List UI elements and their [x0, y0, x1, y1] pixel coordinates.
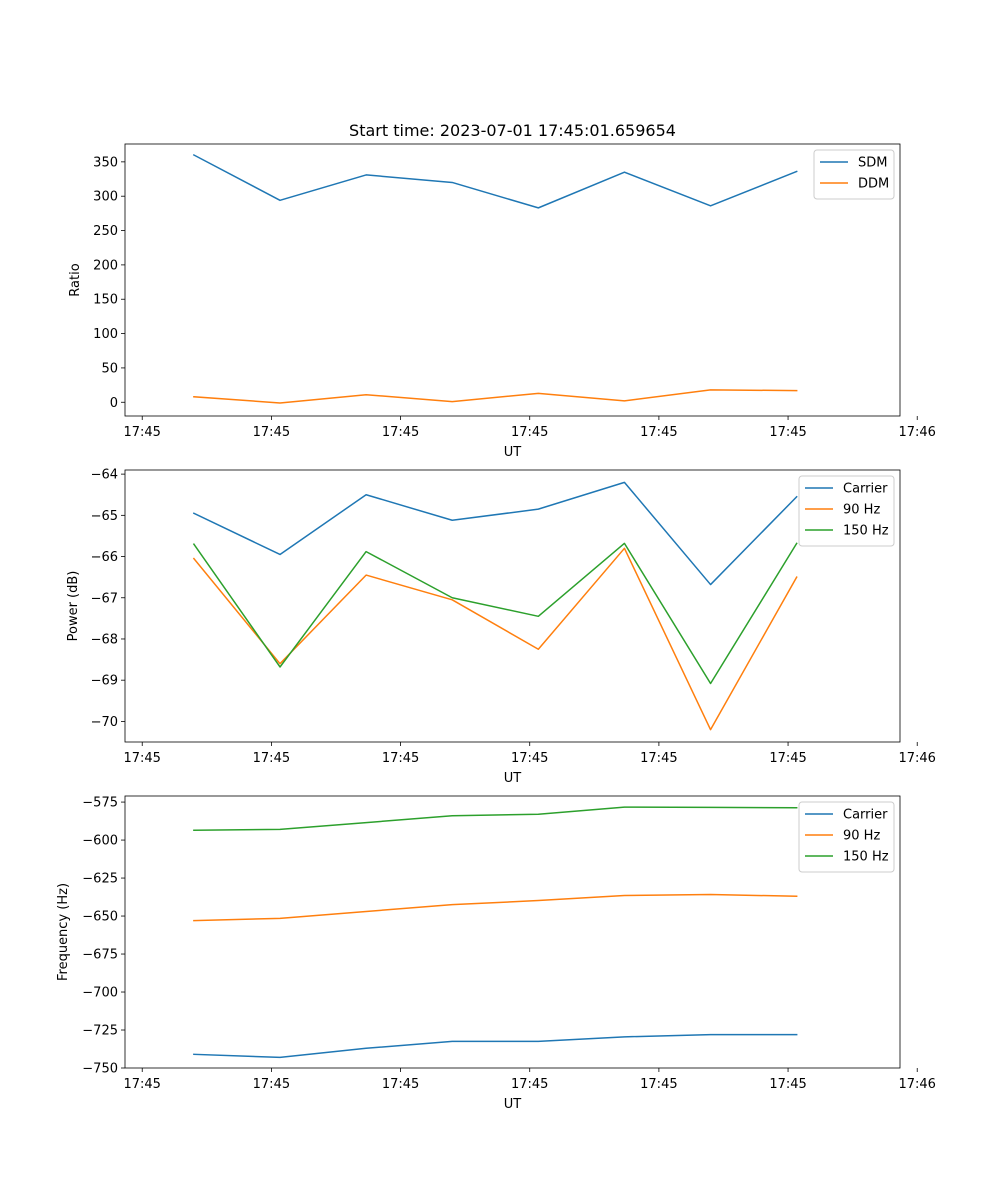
x-tick-label: 17:45 — [253, 1077, 290, 1092]
legend: Carrier 90 Hz 150 Hz — [798, 801, 895, 873]
x-tick-label: 17:45 — [769, 1077, 806, 1092]
y-tick-label: 50 — [101, 361, 118, 376]
series-line-sdm — [192, 153, 798, 209]
x-tick-label: 17:46 — [898, 751, 935, 766]
legend-label: SDM — [858, 156, 887, 171]
x-tick-label: 17:46 — [898, 1077, 935, 1092]
chart-panel-1: 17:45 17:45 17:45 17:45 17:45 17:45 17:46 0 50 10… — [68, 121, 936, 460]
x-tick-label: 17:45 — [769, 425, 806, 440]
y-axis-label: Ratio — [68, 263, 83, 296]
axes-frame — [124, 795, 901, 1069]
legend-label: 150 Hz — [843, 524, 889, 539]
chart-panel-3: 17:45 17:45 17:45 17:45 17:45 17:45 17:46 −750 −… — [56, 796, 936, 1112]
x-axis-label: UT — [504, 445, 522, 460]
x-tick-label: 17:45 — [511, 425, 548, 440]
legend-box — [798, 801, 895, 873]
y-tick-label: −675 — [82, 948, 118, 963]
x-tick-label: 17:45 — [382, 1077, 419, 1092]
x-tick-label: 17:45 — [511, 751, 548, 766]
series-line-ddm — [193, 389, 798, 404]
chart-title: Start time: 2023-07-01 17:45:01.659654 — [349, 121, 676, 140]
y-tick-label: 200 — [93, 258, 118, 273]
y-tick-label: −575 — [82, 796, 118, 811]
legend-label: 90 Hz — [843, 829, 880, 844]
y-tick-label: −68 — [91, 632, 118, 647]
y-tick-label: −625 — [82, 872, 118, 887]
x-tick-label: 17:45 — [640, 425, 677, 440]
legend-label: Carrier — [843, 482, 888, 497]
x-tick-label: 17:45 — [123, 1077, 160, 1092]
y-tick-label: −700 — [82, 986, 118, 1001]
y-tick-label: −750 — [82, 1062, 118, 1077]
legend-box — [798, 475, 895, 547]
y-tick-label: −64 — [91, 468, 118, 483]
legend-label: 90 Hz — [843, 503, 880, 518]
y-axis-label: Frequency (Hz) — [56, 883, 71, 981]
y-tick-label: −66 — [91, 550, 118, 565]
x-tick-label: 17:45 — [253, 425, 290, 440]
series-group — [193, 806, 798, 1059]
legend: SDM DDM — [813, 149, 895, 200]
x-tick-label: 17:45 — [253, 751, 290, 766]
y-tick-label: 350 — [93, 155, 118, 170]
y-tick-label: −650 — [82, 910, 118, 925]
x-tick-label: 17:45 — [382, 751, 419, 766]
y-tick-label: −70 — [91, 715, 118, 730]
series-group — [192, 481, 798, 731]
x-tick-label: 17:45 — [640, 1077, 677, 1092]
y-tick-label: 100 — [93, 327, 118, 342]
chart-panel-2: 17:45 17:45 17:45 17:45 17:45 17:45 17:46 −70 −6… — [66, 468, 936, 786]
series-line-150-hz — [192, 542, 798, 685]
x-tick-label: 17:45 — [511, 1077, 548, 1092]
axes-frame — [124, 469, 901, 743]
y-tick-label: −67 — [91, 591, 118, 606]
x-tick-label: 17:45 — [123, 751, 160, 766]
axes-frame — [124, 143, 901, 417]
series-line-90-hz — [193, 893, 798, 922]
y-tick-label: −725 — [82, 1024, 118, 1039]
legend-label: Carrier — [843, 808, 888, 823]
y-tick-label: 0 — [110, 396, 118, 411]
series-line-150-hz — [193, 806, 798, 831]
y-tick-label: 150 — [93, 293, 118, 308]
x-tick-label: 17:45 — [382, 425, 419, 440]
y-tick-label: −600 — [82, 834, 118, 849]
x-tick-label: 17:46 — [898, 425, 935, 440]
y-tick-label: −69 — [91, 674, 118, 689]
y-tick-label: −65 — [91, 509, 118, 524]
x-tick-label: 17:45 — [123, 425, 160, 440]
x-tick-label: 17:45 — [640, 751, 677, 766]
series-line-carrier — [193, 1033, 798, 1059]
x-tick-label: 17:45 — [769, 751, 806, 766]
legend: Carrier 90 Hz 150 Hz — [798, 475, 895, 547]
y-tick-label: 300 — [93, 190, 118, 205]
series-group — [192, 153, 798, 404]
legend-label: DDM — [858, 177, 889, 192]
x-axis-label: UT — [504, 771, 522, 786]
series-line-carrier — [192, 481, 798, 586]
legend-label: 150 Hz — [843, 850, 889, 865]
y-axis-label: Power (dB) — [66, 571, 81, 642]
series-line-90-hz — [192, 547, 798, 731]
x-axis-label: UT — [504, 1097, 522, 1112]
y-tick-label: 250 — [93, 224, 118, 239]
